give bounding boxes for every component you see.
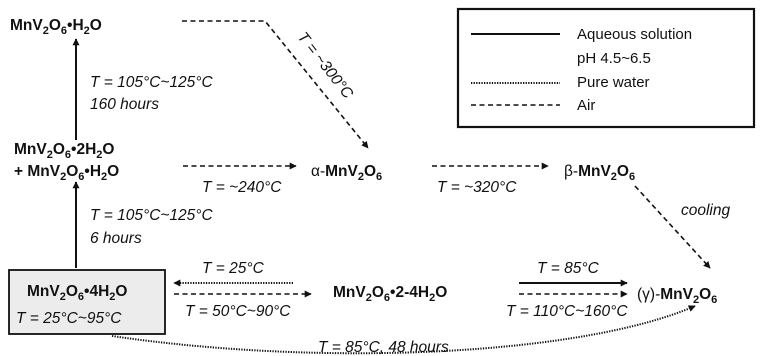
legend-dashed-label: Air — [577, 97, 595, 114]
cond-up-top-temp: T = 105°C~125°C — [90, 74, 213, 91]
cond-aqueous-bottom: T = 110°C~160°C — [506, 303, 628, 320]
arrow-tetra-to-gamma-water — [111, 305, 696, 355]
cond-up-bottom-time: 6 hours — [90, 230, 142, 247]
cond-aqueous-top: T = 85°C — [537, 260, 600, 277]
compound-gamma: (γ)-MnV2O6 — [637, 286, 717, 306]
cond-cooling: cooling — [681, 202, 730, 219]
compound-dihydrate-mix-line2: + MnV2O6•H2O — [14, 163, 119, 183]
compound-monohydrate: MnV2O6•H2O — [10, 17, 102, 37]
legend: Aqueous solution pH 4.5~6.5 Pure water A… — [456, 7, 756, 129]
legend-box — [456, 7, 756, 129]
compound-tetrahydrate: MnV2O6•4H2O — [27, 283, 127, 303]
cond-to-beta: T = ~320°C — [437, 179, 517, 196]
legend-solid-label: Aqueous solution — [577, 26, 692, 43]
cond-to-alpha: T = ~240°C — [202, 179, 282, 196]
compound-hydrate-2-4: MnV2O6•2-4H2O — [333, 284, 447, 304]
compound-alpha: α-MnV2O6 — [311, 163, 382, 183]
cond-back-water: T = 25°C — [202, 260, 265, 277]
cond-long-water: T = 85°C, 48 hours — [318, 339, 449, 356]
legend-dotted-label: Pure water — [577, 74, 650, 91]
tetrahydrate-condition: T = 25°C~95°C — [16, 310, 122, 327]
cond-diagonal-air: T = ~300°C — [294, 29, 357, 103]
compound-dihydrate-mix-line1: MnV2O6•2H2O — [14, 141, 114, 161]
cond-up-top-time: 160 hours — [90, 96, 159, 113]
cond-up-bottom-temp: T = 105°C~125°C — [90, 207, 213, 224]
compound-beta: β-MnV2O6 — [564, 163, 635, 183]
arrow-beta-to-gamma — [634, 185, 711, 269]
legend-solid-label-line2: pH 4.5~6.5 — [577, 50, 651, 67]
cond-forward-air: T = 50°C~90°C — [185, 303, 291, 320]
arrow-monohydrate-to-alpha — [182, 20, 369, 149]
tetrahydrate-box — [8, 269, 166, 335]
